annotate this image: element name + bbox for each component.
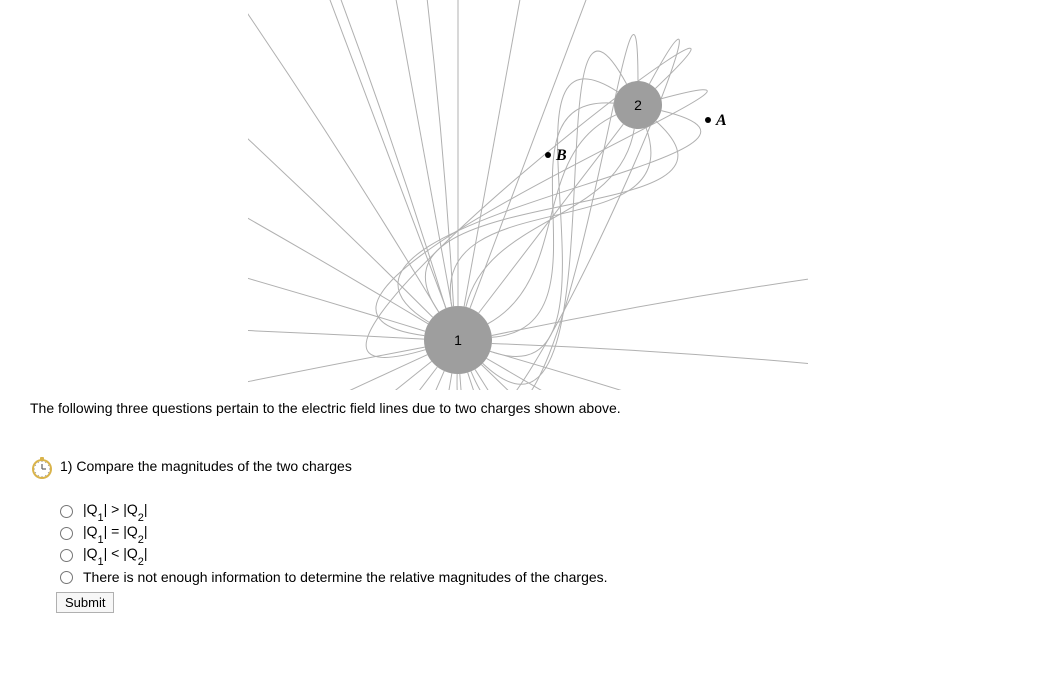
submit-button[interactable]: Submit [56, 592, 114, 613]
option-3[interactable]: |Q1| < |Q2| [60, 544, 1056, 566]
option-1-label: |Q1| > |Q2| [83, 501, 148, 521]
question-number: 1) [60, 458, 72, 474]
clock-icon [30, 456, 54, 480]
option-2-label: |Q1| = |Q2| [83, 523, 148, 543]
option-4-label: There is not enough information to deter… [83, 569, 608, 585]
option-1[interactable]: |Q1| > |Q2| [60, 500, 1056, 522]
options-group: |Q1| > |Q2||Q1| = |Q2||Q1| < |Q2| There i… [0, 480, 1056, 588]
question-title: 1) Compare the magnitudes of the two cha… [60, 456, 352, 474]
svg-text:2: 2 [634, 97, 642, 113]
option-3-radio[interactable] [60, 549, 73, 562]
option-2-radio[interactable] [60, 527, 73, 540]
option-2[interactable]: |Q1| = |Q2| [60, 522, 1056, 544]
question-text: Compare the magnitudes of the two charge… [76, 458, 352, 474]
option-4[interactable]: There is not enough information to deter… [60, 566, 1056, 588]
svg-text:B: B [555, 147, 567, 164]
option-4-radio[interactable] [60, 571, 73, 584]
svg-text:1: 1 [454, 332, 462, 348]
option-3-label: |Q1| < |Q2| [83, 545, 148, 565]
intro-text: The following three questions pertain to… [0, 390, 1056, 416]
option-1-radio[interactable] [60, 505, 73, 518]
svg-text:A: A [715, 112, 727, 129]
field-line-diagram: 1 2 A B [248, 0, 808, 390]
